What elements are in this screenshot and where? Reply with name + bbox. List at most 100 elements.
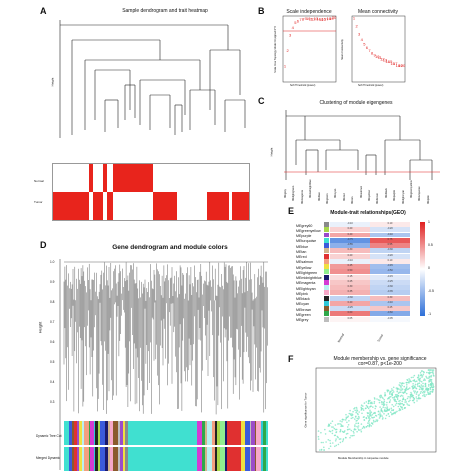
- f-point: [418, 385, 421, 388]
- module-color-segment: [262, 421, 267, 445]
- f-point: [428, 393, 430, 395]
- f-point: [351, 434, 354, 437]
- f-point: [385, 414, 388, 417]
- f-point: [389, 390, 392, 393]
- f-point: [386, 407, 388, 410]
- panel-f-title: Module membership vs. gene significance: [333, 356, 427, 362]
- f-point: [331, 420, 334, 423]
- f-point: [391, 409, 393, 412]
- f-point: [427, 389, 430, 391]
- f-point: [429, 382, 432, 385]
- f-point: [350, 414, 352, 416]
- f-point: [404, 399, 407, 401]
- f-point: [398, 388, 400, 390]
- f-point: [358, 411, 361, 413]
- f-point: [338, 423, 340, 425]
- f-point: [362, 416, 365, 419]
- f-point: [333, 427, 336, 430]
- f-point: [409, 393, 412, 396]
- f-point: [412, 379, 415, 382]
- e-heat-cell: 0.05: [330, 316, 370, 322]
- b-right-point: 9: [374, 52, 377, 57]
- f-point: [427, 369, 430, 371]
- f-point: [415, 387, 417, 390]
- f-point: [342, 439, 345, 441]
- f-point: [391, 394, 394, 397]
- f-point: [398, 384, 401, 386]
- e-legend-tick: 0: [428, 266, 430, 270]
- f-point: [357, 422, 360, 425]
- e-heat-cell: 0.20: [330, 253, 370, 259]
- e-heat-cell: 0.25: [330, 279, 370, 285]
- f-point: [379, 395, 381, 397]
- module-color-segment: [82, 421, 84, 445]
- f-point: [409, 396, 411, 398]
- e-row-label: MEyellow: [296, 265, 312, 270]
- f-point: [427, 372, 430, 374]
- f-point: [366, 424, 369, 427]
- f-point: [430, 383, 433, 386]
- f-point: [340, 425, 342, 428]
- trait-cell: [89, 192, 93, 220]
- module-color-segment: [77, 447, 79, 471]
- module-color-segment: [244, 421, 250, 445]
- b-left-point: 12: [311, 16, 316, 21]
- module-color-segment: [105, 421, 109, 445]
- f-point: [391, 393, 393, 395]
- f-point: [406, 378, 409, 381]
- f-point: [431, 369, 434, 371]
- f-point: [399, 382, 401, 384]
- f-point: [367, 422, 369, 424]
- trait-label-normal: Normal: [34, 179, 44, 183]
- f-point: [430, 390, 432, 393]
- f-point: [392, 409, 395, 412]
- b-right-point: 3: [358, 31, 361, 36]
- module-color-segment: [105, 447, 109, 471]
- f-point: [432, 373, 435, 375]
- b-right-point: 16: [390, 61, 395, 66]
- panel-e-title: Module-trait relationships(GEO): [330, 210, 406, 216]
- f-point: [329, 430, 332, 433]
- b-right-point: 12: [380, 56, 385, 61]
- f-point: [373, 412, 376, 414]
- f-point: [356, 412, 359, 415]
- e-module-swatch: [324, 237, 329, 243]
- f-point: [329, 442, 332, 445]
- e-row-label: MElightcyan: [296, 286, 316, 291]
- module-color-segment: [93, 421, 96, 445]
- f-point: [395, 396, 398, 398]
- f-point: [414, 390, 417, 393]
- e-legend-tick: -1: [428, 312, 432, 316]
- e-heat-cell: -0.60: [370, 311, 410, 317]
- f-point: [356, 419, 358, 422]
- f-point: [317, 430, 320, 432]
- f-point: [407, 381, 409, 384]
- f-point: [413, 380, 416, 382]
- e-row-label: MEpurple: [296, 234, 312, 239]
- f-point: [433, 375, 435, 377]
- f-point: [431, 371, 433, 374]
- f-point: [357, 425, 360, 427]
- f-point: [400, 387, 402, 389]
- f-point: [421, 375, 424, 377]
- f-point: [426, 387, 428, 389]
- f-point: [381, 410, 383, 412]
- f-point: [353, 432, 355, 434]
- f-point: [376, 398, 378, 400]
- module-color-segment: [119, 421, 124, 445]
- f-point: [371, 423, 374, 425]
- f-point: [424, 385, 427, 388]
- f-point: [341, 418, 344, 421]
- f-point: [387, 409, 389, 412]
- e-module-swatch: [324, 300, 329, 306]
- f-point: [379, 415, 382, 417]
- f-point: [386, 389, 389, 392]
- f-point: [323, 446, 325, 449]
- panel-d-title: Gene dendrogram and module colors: [112, 244, 228, 251]
- f-point: [340, 424, 343, 426]
- f-point: [404, 389, 407, 391]
- module-color-segment: [224, 421, 227, 445]
- f-point: [429, 378, 431, 381]
- f-point: [404, 390, 407, 392]
- e-heat-cell: -0.50: [370, 269, 410, 275]
